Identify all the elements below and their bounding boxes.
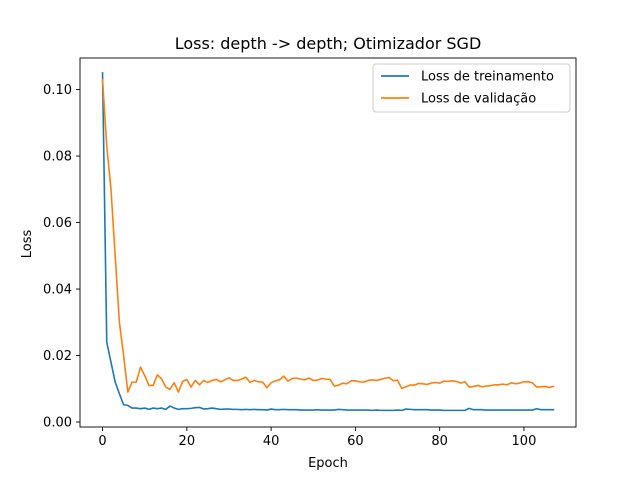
chart-title: Loss: depth -> depth; Otimizador SGD (175, 34, 482, 53)
x-axis-label: Epoch (308, 456, 348, 471)
y-axis-label: Loss (20, 230, 35, 259)
legend-box (372, 63, 571, 113)
series-line-validation (101, 78, 555, 393)
plot-area: 0 20 40 60 80 100 0.00 0.02 0.04 0.06 0.08 0.10 (43, 57, 577, 449)
y-tick-label: 0.06 (43, 216, 72, 231)
y-tick-label: 0.04 (43, 283, 72, 298)
y-tick-label: 0.00 (43, 416, 72, 431)
y-tick-label: 0.02 (43, 349, 72, 364)
y-tick-label: 0.08 (43, 150, 72, 165)
legend-label-validation: Loss de validação (421, 92, 536, 107)
legend: Loss de treinamento Loss de validação (372, 63, 571, 113)
axes-frame (79, 57, 577, 428)
y-tick-label: 0.10 (43, 83, 72, 98)
x-tick-label: 80 (431, 434, 448, 449)
x-tick-label: 60 (347, 434, 364, 449)
x-tick-label: 100 (512, 434, 537, 449)
x-tick-label: 20 (179, 434, 196, 449)
x-tick-label: 0 (98, 434, 106, 449)
legend-label-training: Loss de treinamento (421, 70, 554, 85)
x-tick-label: 40 (263, 434, 280, 449)
series-line-training (101, 72, 555, 412)
